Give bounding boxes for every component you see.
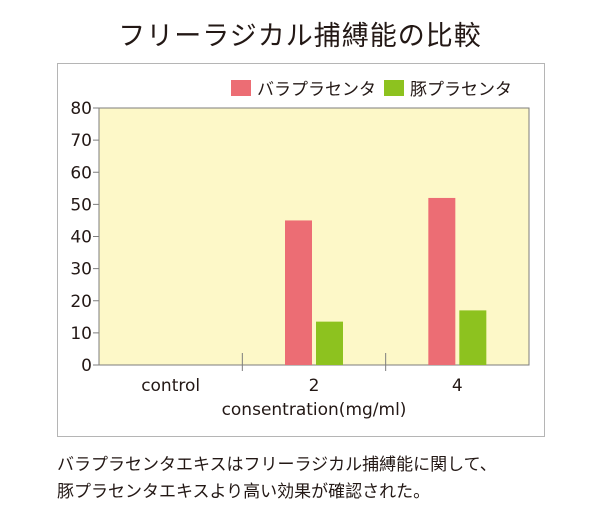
chart-title: フリーラジカル捕縛能の比較: [118, 21, 482, 52]
legend-swatch: [231, 80, 251, 96]
x-tick-label: 4: [452, 376, 463, 396]
caption-line-1: バラプラセンタエキスはフリーラジカル捕縛能に関して、: [57, 455, 497, 475]
y-tick-label: 60: [70, 163, 92, 183]
legend-swatch: [384, 80, 404, 96]
y-tick-label: 50: [70, 195, 92, 215]
y-tick-label: 10: [70, 324, 92, 344]
y-tick-label: 30: [70, 260, 92, 280]
x-axis: control 2 4: [99, 353, 529, 396]
y-tick-label: 0: [81, 356, 92, 376]
y-tick-label: 20: [70, 292, 92, 312]
y-tick-label: 40: [70, 228, 92, 248]
legend-label: バラプラセンタ: [257, 80, 376, 100]
bars: [285, 197, 487, 365]
plot-area: [98, 107, 530, 366]
x-tick-label: 2: [309, 376, 320, 396]
y-tick-label: 80: [70, 99, 92, 119]
bar-series-1: [428, 197, 456, 365]
bar-series-1: [285, 220, 312, 365]
bar-series-2: [459, 310, 487, 365]
y-tick-label: 70: [70, 131, 92, 151]
bar-series-2: [316, 321, 343, 365]
x-tick-label: control: [141, 376, 200, 396]
y-axis: 0 10 20 30 40 50 60 70 80: [70, 99, 100, 376]
legend-label: 豚プラセンタ: [410, 80, 512, 100]
legend: バラプラセンタ 豚プラセンタ: [231, 80, 512, 100]
caption-line-2: 豚プラセンタエキスより高い効果が確認された。: [57, 482, 431, 502]
x-axis-label: consentration(mg/ml): [222, 400, 407, 420]
caption: バラプラセンタエキスはフリーラジカル捕縛能に関して、 豚プラセンタエキスより高い…: [57, 452, 597, 506]
